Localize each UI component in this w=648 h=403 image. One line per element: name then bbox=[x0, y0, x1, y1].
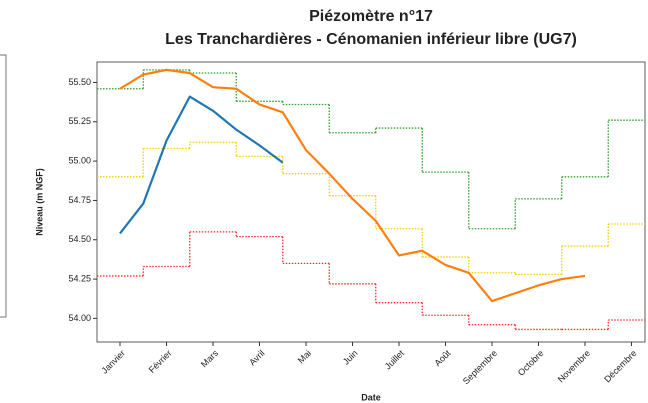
x-tick-label: Novembre bbox=[556, 348, 592, 384]
y-tick-label: 54.75 bbox=[68, 195, 91, 205]
y-tick-label: 55.50 bbox=[68, 77, 91, 87]
data-line bbox=[119, 95, 284, 235]
y-axis-label: Niveau (m NGF) bbox=[34, 168, 44, 236]
chart-title: Piézomètre n°17 bbox=[309, 8, 433, 25]
x-tick-label: Août bbox=[432, 348, 453, 369]
y-tick-label: 54.00 bbox=[68, 313, 91, 323]
x-tick-label: Mai bbox=[296, 348, 313, 365]
data-line bbox=[119, 68, 586, 303]
x-tick-label: Juin bbox=[341, 348, 360, 367]
x-tick-label: Décembre bbox=[602, 348, 638, 384]
x-tick-label: Septembre bbox=[461, 348, 499, 386]
x-tick-label: Mars bbox=[199, 348, 221, 370]
chart-subtitle: Les Tranchardières - Cénomanien inférieu… bbox=[165, 31, 577, 48]
x-axis-label: Date bbox=[361, 392, 381, 402]
y-tick-label: 54.50 bbox=[68, 234, 91, 244]
x-tick-label: Juillet bbox=[383, 348, 407, 372]
y-tick-label: 54.25 bbox=[68, 273, 91, 283]
x-tick-label: Février bbox=[147, 348, 174, 375]
x-tick-label: Janvier bbox=[100, 348, 128, 376]
plot-frame bbox=[96, 61, 646, 343]
plot-area bbox=[97, 68, 645, 331]
x-tick-label: Avril bbox=[247, 348, 266, 367]
legend-edge bbox=[0, 54, 7, 318]
y-tick-label: 55.25 bbox=[68, 116, 91, 126]
y-tick-label: 55.00 bbox=[68, 155, 91, 165]
x-tick-label: Octobre bbox=[516, 348, 546, 378]
